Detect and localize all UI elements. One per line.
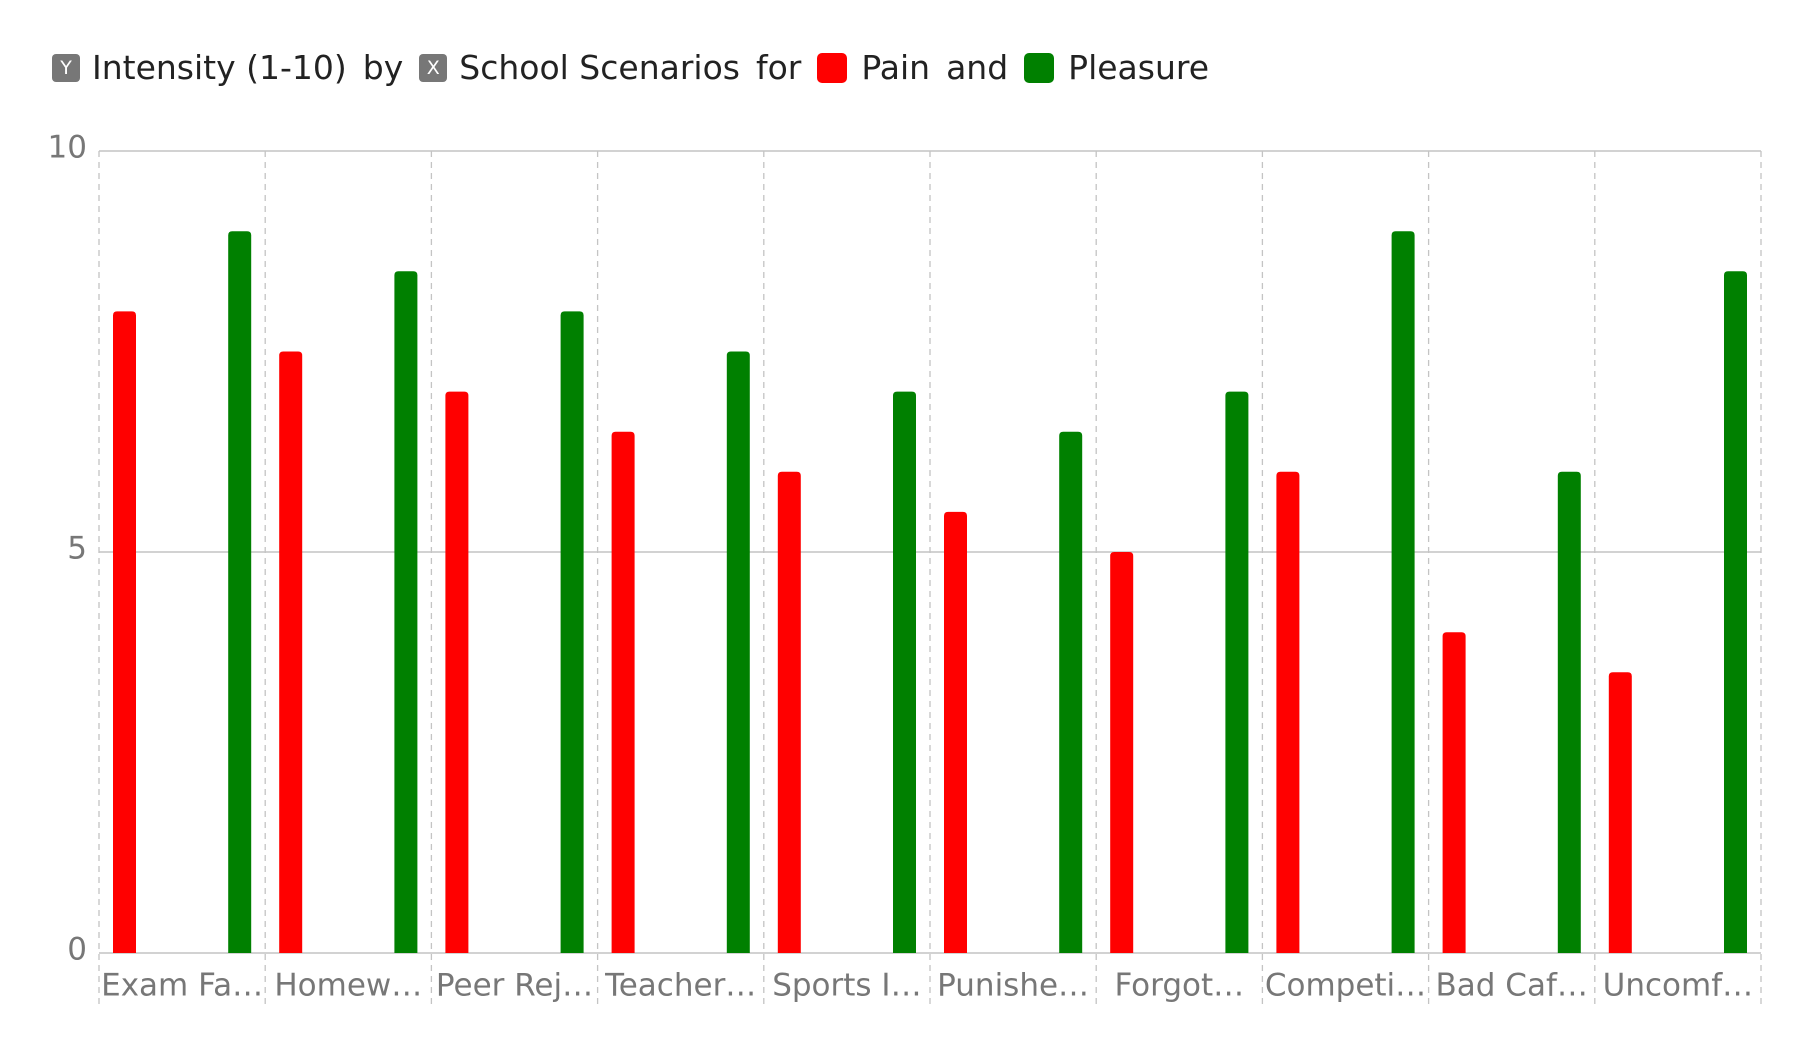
legend: Y Intensity (1-10) by X School Scenarios…: [52, 48, 1209, 87]
x-tick-label: Peer Rej…: [436, 968, 593, 1004]
bar: [1724, 271, 1747, 953]
bar: [1391, 231, 1415, 953]
x-tick-label: Exam Fa…: [101, 968, 263, 1004]
bar: [1276, 471, 1300, 953]
x-tick-label: Forgot…: [1114, 968, 1244, 1004]
bar: [1608, 672, 1632, 953]
bar: [726, 351, 750, 953]
bar: [1225, 391, 1249, 954]
bar: [113, 311, 136, 953]
legend-swatch: [817, 52, 848, 83]
bar: [777, 471, 801, 953]
bar: [1059, 431, 1083, 953]
x-axis-label: School Scenarios: [459, 48, 740, 87]
bar: [394, 271, 418, 953]
legend-word: by: [362, 48, 404, 87]
x-tick-label: Bad Caf…: [1436, 968, 1588, 1004]
x-badge: X: [419, 53, 448, 82]
bar: [611, 431, 635, 953]
legend-entry: Pleasure: [1068, 48, 1210, 87]
legend-word: for: [755, 48, 802, 87]
x-tick-label: Teacher…: [604, 968, 756, 1004]
x-tick-label: Uncomf…: [1603, 968, 1753, 1004]
legend-entry: Pain: [861, 48, 931, 87]
x-tick-label: Homew…: [274, 968, 422, 1004]
y-badge: Y: [52, 53, 80, 82]
bar: [228, 231, 252, 953]
bar: [893, 391, 916, 954]
x-tick-label: Punishe…: [937, 968, 1089, 1004]
y-tick-label: 5: [67, 531, 87, 567]
bar: [279, 351, 303, 953]
bar: [560, 311, 584, 953]
bar: [944, 511, 967, 953]
y-axis-label: Intensity (1-10): [92, 48, 347, 87]
bar: [1442, 632, 1466, 953]
bar: [1110, 552, 1134, 953]
x-tick-label: Competi…: [1265, 968, 1426, 1004]
bar: [1557, 471, 1581, 953]
legend-word: and: [946, 48, 1009, 87]
y-tick-label: 0: [67, 932, 87, 968]
y-tick-label: 10: [48, 130, 87, 166]
legend-swatch: [1024, 52, 1055, 83]
x-tick-label: Sports I…: [772, 968, 921, 1004]
bar: [445, 391, 469, 954]
